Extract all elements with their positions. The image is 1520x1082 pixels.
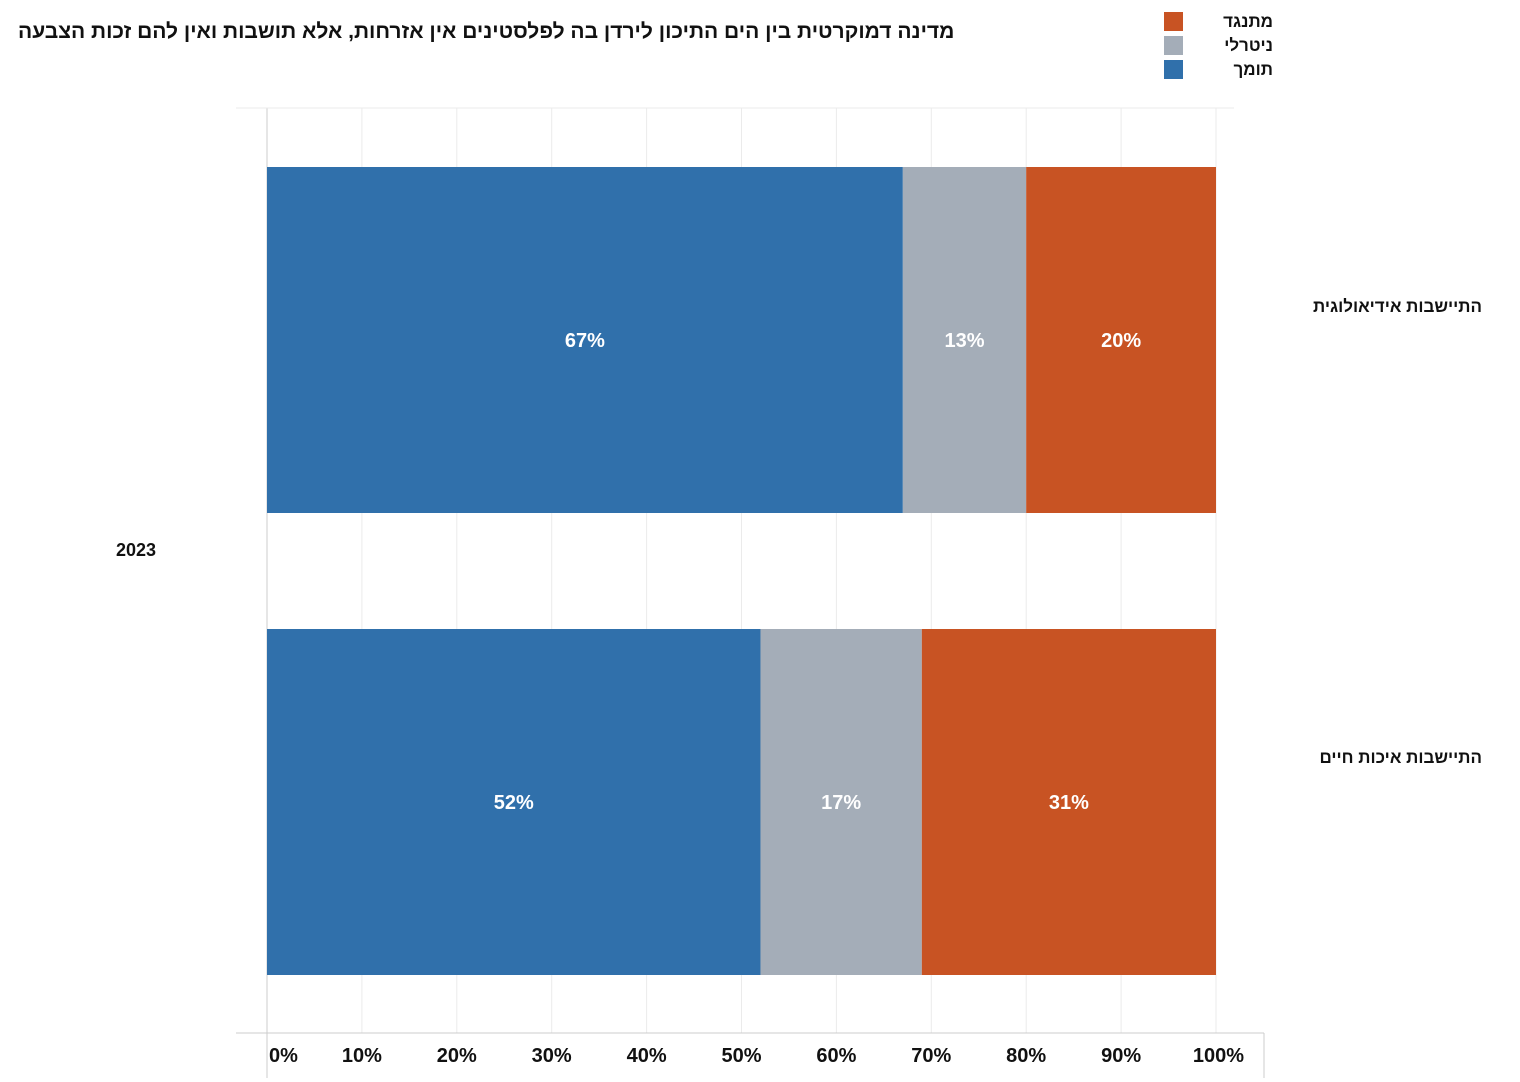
legend-item-oppose[interactable]: מתנגד: [1160, 10, 1275, 34]
bar-segment: [902, 167, 1027, 513]
x-tick-label: 20%: [437, 1045, 477, 1067]
legend-item-neutral[interactable]: ניטרלי: [1160, 34, 1275, 58]
x-tick-label: 40%: [627, 1045, 667, 1067]
legend-swatch-neutral: [1164, 36, 1183, 55]
legend-label-support: תומך: [1233, 60, 1273, 79]
data-label: 17%: [821, 792, 861, 814]
legend-swatch-support: [1164, 60, 1183, 79]
legend-swatch-oppose: [1164, 12, 1183, 31]
data-label: 13%: [944, 330, 984, 352]
x-tick-label: 70%: [911, 1045, 951, 1067]
bar-segment: [267, 629, 761, 975]
chart-title: מדינה דמוקרטית בין הים התיכון לירדן בה ל…: [18, 20, 955, 43]
x-tick-label: 100%: [1193, 1045, 1244, 1067]
bar-segment: [760, 629, 922, 975]
x-tick-label: 30%: [532, 1045, 572, 1067]
legend-label-neutral: ניטרלי: [1224, 36, 1273, 55]
x-tick-label: 90%: [1101, 1045, 1141, 1067]
x-tick-label: 10%: [342, 1045, 382, 1067]
legend: מתנגד ניטרלי תומך: [1160, 10, 1275, 82]
category-label-quality-of-life: התיישבות איכות חיים: [1319, 748, 1483, 767]
x-tick-label: 80%: [1006, 1045, 1046, 1067]
legend-label-oppose: מתנגד: [1223, 12, 1273, 31]
category-label-ideological: התיישבות אידיאולוגית: [1312, 297, 1482, 316]
data-label: 67%: [565, 330, 605, 352]
bar-segment: [921, 629, 1216, 975]
legend-item-support[interactable]: תומך: [1160, 58, 1275, 82]
x-tick-label: 60%: [816, 1045, 856, 1067]
x-tick-label: 50%: [721, 1045, 761, 1067]
x-tick-label: 0%: [269, 1045, 298, 1067]
data-label: 20%: [1101, 330, 1141, 352]
data-label: 31%: [1049, 792, 1089, 814]
bar-segment: [267, 167, 903, 513]
group-label-year: 2023: [116, 540, 157, 560]
data-label: 52%: [494, 792, 534, 814]
bar-segment: [1026, 167, 1216, 513]
